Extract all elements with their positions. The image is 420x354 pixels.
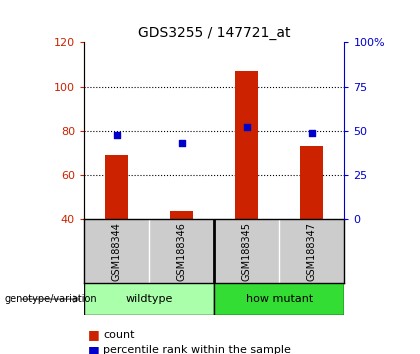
Point: [308, 130, 315, 136]
Point: [113, 132, 120, 137]
Text: genotype/variation: genotype/variation: [4, 294, 97, 304]
Text: GSM188347: GSM188347: [307, 222, 317, 281]
Text: GSM188345: GSM188345: [242, 222, 252, 281]
Bar: [214, 283, 344, 315]
Bar: [300, 147, 323, 219]
Bar: [84, 283, 214, 315]
Text: percentile rank within the sample: percentile rank within the sample: [103, 346, 291, 354]
Text: count: count: [103, 330, 134, 339]
Point: [178, 141, 185, 146]
Bar: [235, 71, 258, 219]
Point: [243, 125, 250, 130]
Text: ■: ■: [88, 344, 100, 354]
Bar: [170, 211, 193, 219]
Text: ■: ■: [88, 328, 100, 341]
Text: wildtype: wildtype: [126, 294, 173, 304]
Title: GDS3255 / 147721_at: GDS3255 / 147721_at: [138, 26, 291, 40]
Text: how mutant: how mutant: [246, 294, 313, 304]
Bar: [105, 155, 128, 219]
Text: GSM188344: GSM188344: [112, 222, 121, 281]
Text: GSM188346: GSM188346: [177, 222, 186, 281]
